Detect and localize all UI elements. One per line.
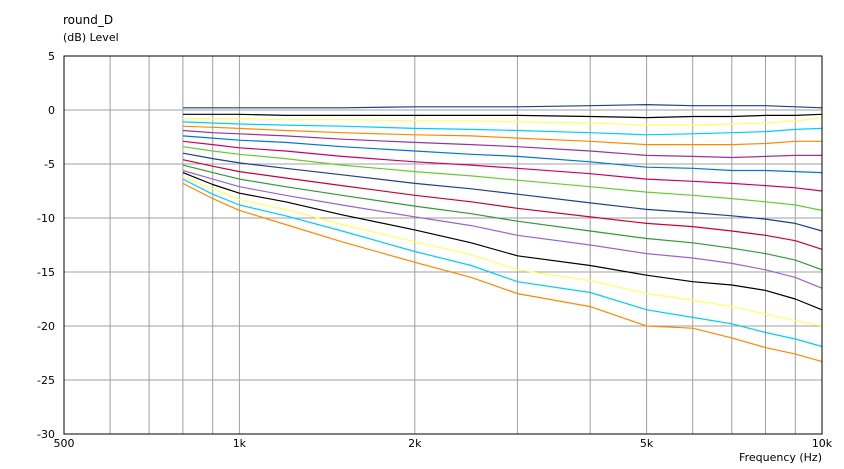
x-tick-label: 5k: [640, 437, 654, 450]
x-tick-label: 1k: [233, 437, 247, 450]
series-line-13: [182, 169, 823, 289]
series-line-5: [182, 125, 822, 146]
series-line-12: [182, 164, 823, 271]
series-line-3: [182, 117, 823, 126]
y-tick-label: -20: [37, 320, 55, 333]
x-axis-label: Frequency (Hz): [739, 451, 822, 464]
y-tick-label: -25: [37, 374, 55, 387]
y-axis-label: (dB) Level: [63, 31, 119, 44]
x-tick-label: 2k: [408, 437, 422, 450]
y-tick-label: 0: [48, 104, 55, 117]
series-line-7: [182, 135, 823, 174]
x-tick-label: 500: [54, 437, 75, 450]
y-tick-label: 5: [48, 50, 55, 63]
x-tick-label: 10k: [812, 437, 833, 450]
x-tick-labels: 500 1k 2k 5k 10k: [54, 437, 833, 450]
series-line-6: [182, 129, 822, 159]
series-line-4: [182, 121, 823, 136]
y-tick-label: -10: [37, 212, 55, 225]
series-line-2: [182, 113, 823, 119]
series-line-17: [182, 182, 823, 363]
series-line-10: [182, 152, 823, 232]
y-tick-labels: 5 0 -5 -10 -15 -20 -25 -30: [37, 50, 55, 441]
chart-title: round_D: [63, 13, 114, 27]
y-tick-label: -15: [37, 266, 55, 279]
plot-frame: [63, 55, 823, 435]
y-tick-label: -30: [37, 428, 55, 441]
series-layer: [182, 103, 823, 363]
series-line-11: [182, 159, 823, 250]
series-line-9: [182, 146, 823, 211]
series-line-16: [182, 178, 823, 348]
series-line-14: [182, 172, 823, 311]
series-line-1: [182, 103, 823, 109]
series-line-8: [182, 140, 823, 192]
series-line-15: [182, 176, 823, 327]
y-tick-label: -5: [44, 158, 55, 171]
